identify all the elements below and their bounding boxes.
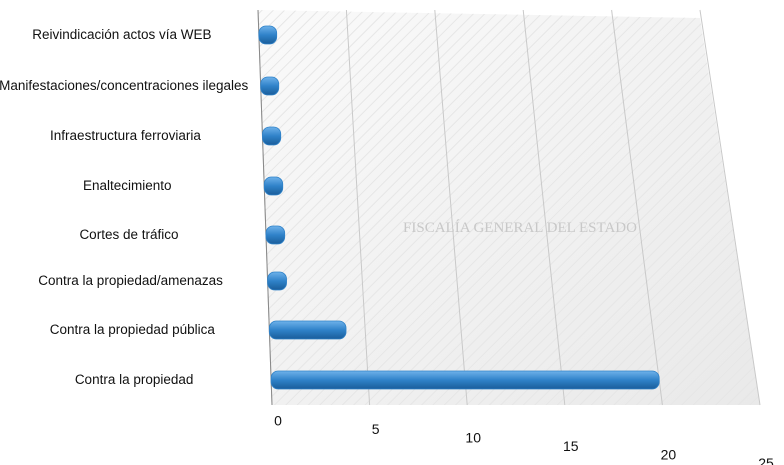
category-label: Contra la propiedad pública xyxy=(49,322,215,337)
x-tick-label: 15 xyxy=(563,438,579,454)
x-tick-label: 20 xyxy=(661,447,677,463)
category-label: Infraestructura ferroviaria xyxy=(50,128,201,143)
bar xyxy=(262,126,282,146)
bar xyxy=(260,76,280,96)
bar xyxy=(258,25,278,45)
category-label: Enaltecimiento xyxy=(82,178,172,193)
grid-line xyxy=(699,9,761,406)
category-label: Reivindicación actos vía WEB xyxy=(32,27,212,42)
bar xyxy=(267,271,287,291)
x-tick-label: 25 xyxy=(758,455,774,465)
bar xyxy=(268,320,347,340)
bar xyxy=(263,176,284,196)
grid-line xyxy=(522,9,566,406)
category-label: Contra la propiedad xyxy=(74,372,194,387)
x-tick-label: 5 xyxy=(372,421,380,437)
bar xyxy=(270,370,660,390)
plot-hatch xyxy=(258,10,760,405)
grid-line xyxy=(611,9,663,406)
category-label: Manifestaciones/concentraciones ilegales xyxy=(0,78,249,93)
category-label: Contra la propiedad/amenazas xyxy=(38,273,223,288)
grid-line xyxy=(345,9,371,406)
category-label: Cortes de tráfico xyxy=(79,227,179,242)
bar xyxy=(265,225,286,245)
y-axis xyxy=(257,9,273,406)
x-tick-label: 0 xyxy=(274,413,282,429)
x-tick-label: 10 xyxy=(465,430,481,446)
grid-line xyxy=(434,9,468,406)
watermark: FISCALÍA GENERAL DEL ESTADO xyxy=(403,219,637,236)
